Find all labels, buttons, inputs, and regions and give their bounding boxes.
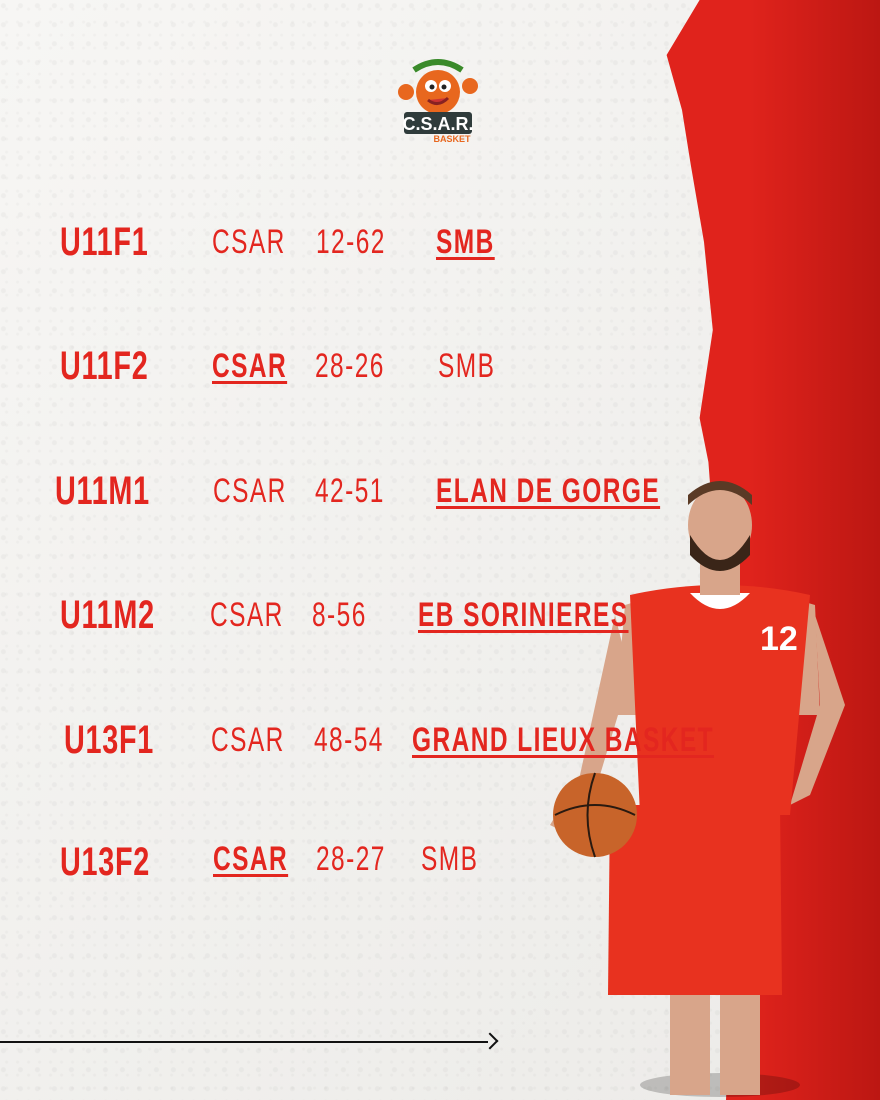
home-team: CSAR <box>210 596 284 634</box>
category-label: U11F1 <box>60 220 149 264</box>
svg-text:C.S.A.R.: C.S.A.R. <box>402 114 473 134</box>
away-team: SMB <box>436 223 495 261</box>
home-team: CSAR <box>212 347 288 385</box>
score: 28-27 <box>316 840 386 878</box>
jersey-number: 12 <box>760 620 798 658</box>
club-logo: C.S.A.R. BASKET <box>398 59 478 144</box>
score: 42-51 <box>315 472 385 510</box>
away-team: SMB <box>438 347 496 385</box>
arrow-right-icon <box>0 1041 488 1043</box>
home-team: CSAR <box>211 721 285 759</box>
score: 28-26 <box>315 347 385 385</box>
home-team: CSAR <box>213 472 287 510</box>
category-label: U11M1 <box>55 469 150 513</box>
away-team: GRAND LIEUX BASKET <box>412 721 715 759</box>
home-team: CSAR <box>212 223 286 261</box>
category-label: U11F2 <box>60 344 149 388</box>
category-label: U13F1 <box>64 718 155 762</box>
away-team: SMB <box>421 840 479 878</box>
score: 48-54 <box>314 721 384 759</box>
player-photo: 12 <box>550 481 845 1097</box>
category-label: U11M2 <box>60 593 155 637</box>
category-label: U13F2 <box>60 840 151 884</box>
away-team: EB SORINIERES <box>418 596 629 634</box>
away-team: ELAN DE GORGE <box>436 472 661 510</box>
score: 12-62 <box>316 223 386 261</box>
svg-text:BASKET: BASKET <box>433 134 471 144</box>
home-team: CSAR <box>213 840 289 878</box>
score: 8-56 <box>312 596 367 634</box>
